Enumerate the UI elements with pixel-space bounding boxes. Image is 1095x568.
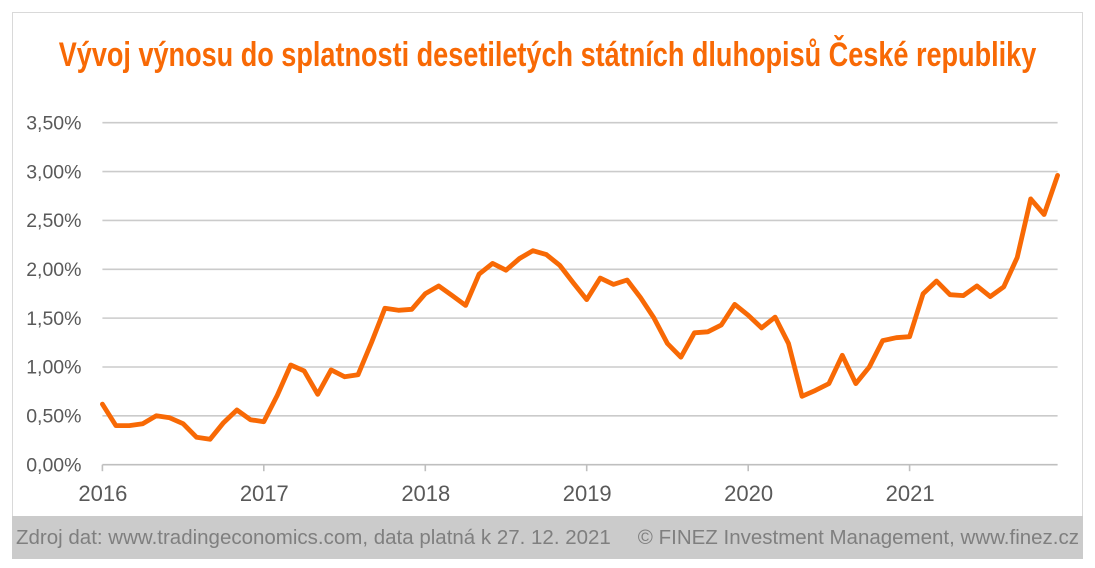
svg-text:3,50%: 3,50% <box>26 112 81 134</box>
svg-text:1,00%: 1,00% <box>26 357 81 379</box>
svg-text:2016: 2016 <box>78 481 127 506</box>
svg-text:2020: 2020 <box>724 481 773 506</box>
svg-text:0,50%: 0,50% <box>26 406 81 428</box>
svg-text:2017: 2017 <box>240 481 289 506</box>
svg-text:2,00%: 2,00% <box>26 259 81 281</box>
svg-text:0,00%: 0,00% <box>26 454 81 476</box>
svg-text:2018: 2018 <box>401 481 450 506</box>
svg-text:2019: 2019 <box>563 481 612 506</box>
svg-text:2021: 2021 <box>886 481 935 506</box>
svg-text:3,00%: 3,00% <box>26 161 81 183</box>
svg-text:2,50%: 2,50% <box>26 210 81 232</box>
svg-text:Vývoj výnosu do splatnosti des: Vývoj výnosu do splatnosti desetiletých … <box>59 34 1037 74</box>
svg-text:1,50%: 1,50% <box>26 308 81 330</box>
